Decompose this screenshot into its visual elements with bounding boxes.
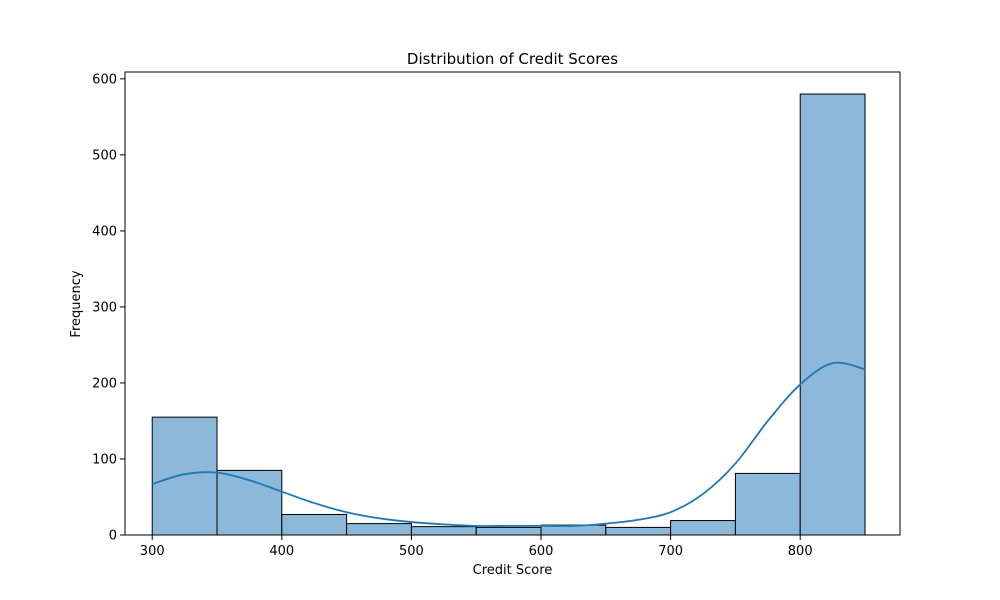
y-tick-label: 200	[92, 376, 117, 391]
histogram-bar	[151, 416, 218, 536]
histogram-bar	[670, 520, 736, 536]
histogram-bar	[281, 513, 348, 536]
plot-area-frame	[124, 71, 901, 536]
x-tick-label: 500	[399, 544, 424, 559]
histogram-bar	[410, 526, 477, 536]
y-tick-label: 300	[92, 300, 117, 315]
y-tick-label: 400	[92, 224, 117, 239]
x-tick-label: 300	[140, 544, 165, 559]
y-tick-label: 500	[92, 148, 117, 163]
x-tick-label: 400	[269, 544, 294, 559]
x-tick-label: 700	[658, 544, 683, 559]
y-axis-label: Frequency	[69, 270, 84, 337]
y-tick-label: 100	[92, 452, 117, 467]
y-tick-label: 600	[92, 72, 117, 87]
histogram-bar	[605, 526, 672, 536]
x-axis-label: Credit Score	[473, 563, 553, 578]
histogram-bar	[475, 526, 542, 536]
x-tick-label: 800	[788, 544, 813, 559]
y-axis-ticks: 0 100 200 300 400 500 600	[92, 72, 125, 544]
histogram-bar	[734, 472, 801, 536]
x-tick-label: 600	[529, 544, 554, 559]
histogram-bar	[346, 523, 412, 536]
histogram-bar	[799, 93, 866, 536]
y-tick-label: 0	[109, 529, 117, 544]
x-axis-ticks: 300 400 500 600 700 800	[140, 535, 813, 559]
kde-curve	[151, 361, 866, 527]
chart-title: Distribution of Credit Scores	[407, 50, 618, 68]
